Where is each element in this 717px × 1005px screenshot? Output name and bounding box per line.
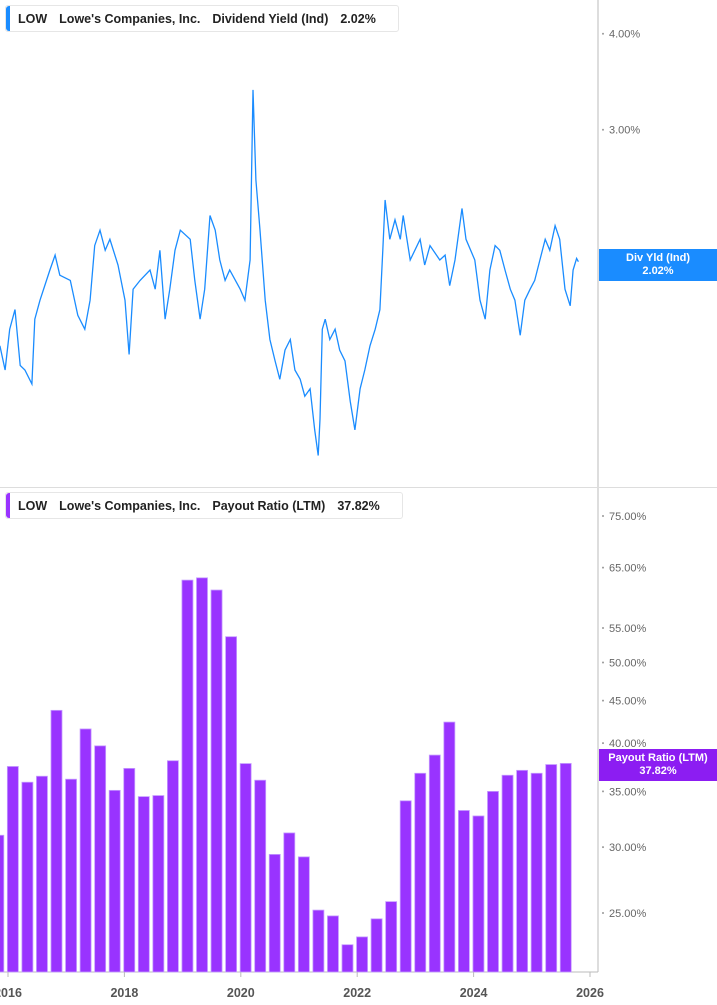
y-tick-label: 55.00% (609, 623, 647, 635)
y-tick-mark (602, 661, 604, 664)
payout-bar (123, 767, 136, 973)
payout-bar (181, 579, 194, 973)
legend-value: 37.82% (337, 498, 380, 513)
x-tick-label: 2022 (343, 986, 371, 1000)
series-color-swatch (6, 493, 10, 518)
payout-bar (457, 810, 470, 973)
y-tick-label: 45.00% (609, 696, 647, 708)
payout-bar (210, 589, 223, 973)
legend-ticker: LOW (18, 498, 48, 513)
payout-bar (65, 778, 77, 973)
tag-value: 37.82% (639, 765, 677, 777)
legend-metric: Dividend Yield (Ind) (212, 11, 329, 26)
payout-bar (327, 915, 339, 973)
y-tick-mark (602, 627, 604, 630)
payout-bar (239, 763, 252, 973)
y-tick-mark (602, 514, 604, 517)
payout-bar (487, 790, 499, 973)
y-tick-mark (602, 699, 604, 702)
payout-bar (472, 815, 485, 973)
yield-value-tag: Div Yld (Ind) 2.02% (599, 249, 717, 281)
y-tick-mark (602, 790, 604, 793)
payout-bar (152, 795, 165, 973)
x-tick-label: 2026 (576, 986, 604, 1000)
payout-bar (443, 721, 456, 973)
payout-bar (385, 901, 398, 973)
payout-bar (36, 775, 48, 973)
payout-bar (341, 944, 354, 973)
payout-bar (0, 834, 5, 973)
payout-bar (79, 728, 92, 973)
payout-bar (137, 796, 150, 973)
payout-bar (312, 909, 325, 973)
x-tick-label: 2016 (0, 986, 22, 1000)
payout-bar (268, 854, 281, 973)
payout-bar (94, 745, 107, 973)
payout-bar (370, 918, 383, 973)
dividend-yield-line (0, 89, 579, 456)
y-tick-mark (602, 32, 604, 35)
payout-value-tag: Payout Ratio (LTM) 37.82% (599, 749, 717, 781)
y-tick-label: 75.00% (609, 511, 647, 523)
payout-bar (196, 577, 208, 973)
payout-bar (501, 774, 514, 973)
payout-legend: LOW Lowe's Companies, Inc. Payout Ratio … (5, 492, 403, 519)
tag-value: 2.02% (642, 265, 674, 277)
x-tick-label: 2018 (110, 986, 138, 1000)
payout-bar (545, 764, 558, 973)
legend-metric: Payout Ratio (LTM) (212, 498, 326, 513)
y-tick-mark (602, 128, 604, 131)
legend-company: Lowe's Companies, Inc. (59, 498, 201, 513)
payout-bar (254, 779, 267, 973)
payout-bar (225, 636, 238, 973)
payout-bar (356, 936, 368, 973)
tag-label: Payout Ratio (LTM) (608, 752, 708, 764)
legend-ticker: LOW (18, 11, 48, 26)
y-tick-mark (602, 912, 604, 914)
y-tick-label: 50.00% (609, 657, 647, 669)
y-tick-mark (602, 566, 604, 569)
payout-bar (428, 754, 441, 973)
yield-legend: LOW Lowe's Companies, Inc. Dividend Yiel… (5, 5, 399, 32)
payout-bar (530, 772, 543, 973)
y-tick-label: 3.00% (609, 125, 640, 137)
series-color-swatch (6, 6, 10, 31)
payout-bar (21, 781, 34, 973)
payout-bar (283, 832, 296, 973)
payout-bar (399, 800, 412, 973)
x-tick-label: 2020 (227, 986, 255, 1000)
payout-bar (516, 769, 528, 973)
payout-bar (50, 709, 63, 973)
payout-bar (108, 789, 121, 973)
y-tick-mark (602, 742, 604, 745)
legend-company: Lowe's Companies, Inc. (59, 11, 201, 26)
payout-bar (166, 760, 179, 973)
payout-bar (6, 766, 19, 973)
x-tick-label: 2024 (460, 986, 488, 1000)
payout-bar (559, 762, 572, 973)
legend-value: 2.02% (340, 11, 376, 26)
y-tick-label: 4.00% (609, 29, 640, 41)
y-tick-label: 40.00% (609, 738, 647, 750)
payout-bar (414, 772, 427, 973)
y-tick-label: 65.00% (609, 563, 647, 575)
y-tick-mark (602, 846, 604, 849)
y-tick-label: 30.00% (609, 842, 647, 854)
y-tick-label: 35.00% (609, 786, 647, 798)
payout-bar (297, 856, 310, 973)
tag-label: Div Yld (Ind) (626, 252, 690, 264)
y-tick-label: 25.00% (609, 908, 647, 920)
